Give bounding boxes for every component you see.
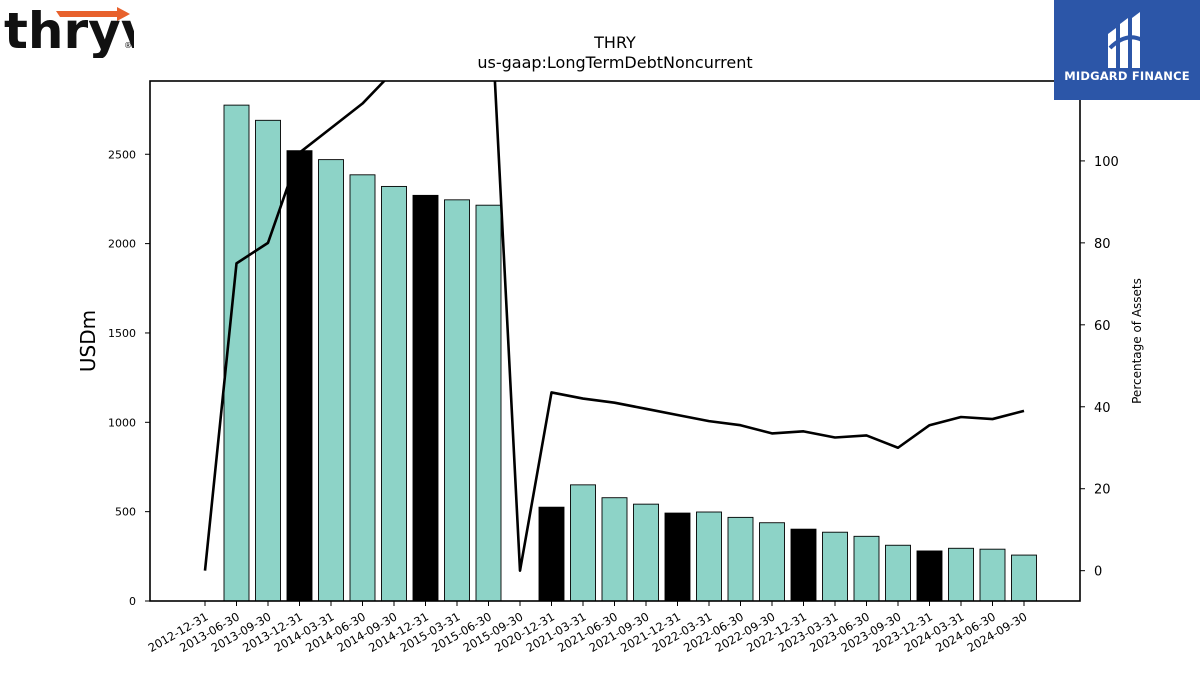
bar — [696, 511, 722, 602]
bar — [475, 204, 502, 602]
chart-subtitle: us-gaap:LongTermDebtNoncurrent — [477, 53, 752, 72]
bar — [444, 199, 470, 602]
bar — [885, 544, 911, 602]
bar — [948, 547, 974, 602]
y-tick-label-right: 0 — [1094, 565, 1102, 580]
svg-text:®: ® — [124, 41, 132, 50]
midgard-finance-logo: MIDGARD FINANCE — [1054, 0, 1200, 100]
bar — [412, 194, 439, 602]
bar — [979, 548, 1006, 602]
y-tick-label-right: 40 — [1094, 401, 1111, 416]
thryv-logo-text: thryv — [4, 4, 134, 58]
bar — [853, 535, 880, 602]
bar — [822, 531, 848, 602]
thryv-logo: thryv ® — [4, 2, 153, 60]
bar — [255, 119, 281, 602]
bar — [1011, 554, 1037, 602]
series-line — [203, 81, 1025, 572]
bar — [759, 522, 785, 602]
bar — [349, 174, 376, 602]
y-tick-label-left: 500 — [115, 506, 136, 519]
y-tick-label-right: 100 — [1094, 155, 1119, 170]
bar — [538, 506, 565, 602]
y-axis-label-left: USDm — [76, 310, 100, 372]
midgard-logo-text: MIDGARD FINANCE — [1064, 69, 1190, 83]
bar — [916, 550, 943, 602]
bar — [664, 512, 691, 602]
y-tick-label-left: 1000 — [108, 416, 136, 429]
y-tick-label-right: 60 — [1094, 319, 1111, 334]
y-tick-label-left: 1500 — [108, 327, 136, 340]
bar — [570, 484, 596, 602]
thryv-logo-mark: thryv ® — [4, 2, 153, 60]
y-tick-label-left: 2500 — [108, 148, 136, 161]
bar — [633, 503, 659, 602]
y-tick-label-left: 2000 — [108, 238, 136, 251]
chart-title: THRY — [593, 33, 636, 52]
bar — [286, 150, 313, 602]
plot-frame — [149, 80, 1081, 602]
y-tick-label-right: 20 — [1094, 483, 1111, 498]
y-axis-label-right: Percentage of Assets — [1130, 278, 1144, 404]
bar — [318, 159, 344, 602]
bar — [790, 528, 817, 602]
bar — [727, 516, 754, 602]
y-tick-label-left: 0 — [129, 595, 136, 608]
bar — [601, 497, 628, 602]
y-tick-label-right: 80 — [1094, 237, 1111, 252]
midgard-logo-icon — [1108, 12, 1143, 68]
bar — [381, 185, 407, 602]
